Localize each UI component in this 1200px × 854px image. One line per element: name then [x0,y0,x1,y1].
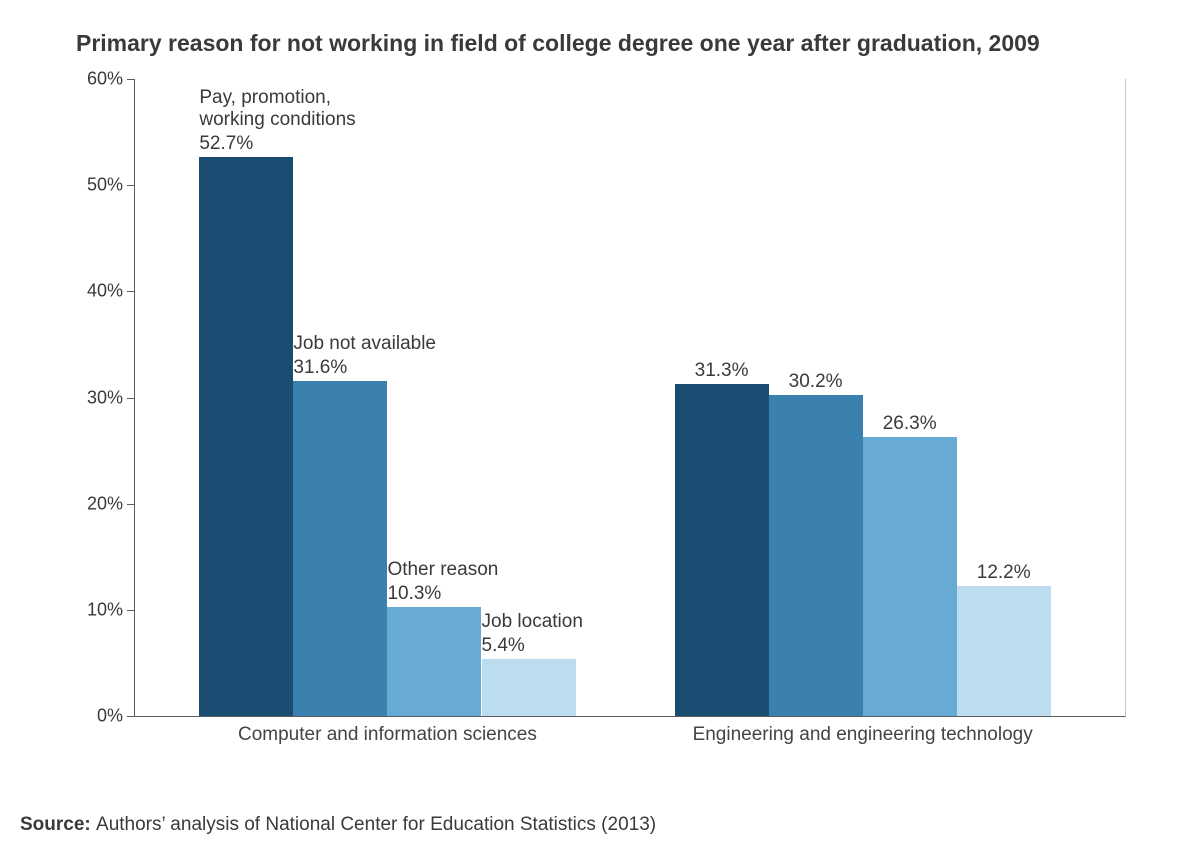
chart-title: Primary reason for not working in field … [76,30,1180,57]
plot-wrap: Share of those not working in field of c… [76,67,1126,757]
source-text: Authors’ analysis of National Center for… [96,814,656,835]
bar-label: 30.2% [789,369,843,395]
page: Primary reason for not working in field … [0,0,1200,854]
y-tick-label: 20% [87,493,123,514]
bar-series-name: Job not available [293,333,436,355]
bar: Other reason10.3% [387,607,481,716]
bar-label: 26.3% [883,411,937,437]
bar-label: 12.2% [977,560,1031,586]
x-category-label: Computer and information sciences [238,724,537,746]
bar-label: Other reason10.3% [387,559,498,607]
source-prefix: Source: [20,814,96,835]
bar: 30.2% [769,395,863,716]
source-line: Source: Authors’ analysis of National Ce… [20,814,656,836]
y-tick [127,504,135,505]
bar-series-name: Pay, promotion, [199,87,355,109]
bar: 31.3% [675,384,769,716]
y-tick [127,398,135,399]
y-tick-label: 30% [87,387,123,408]
x-category-label: Engineering and engineering technology [693,724,1033,746]
bar-series-name: Job location [482,611,583,633]
plot-area: 0%10%20%30%40%50%60%Pay, promotion,worki… [134,79,1126,717]
bar-value: 52.7% [199,133,355,155]
bar-label: Job location5.4% [482,611,583,659]
y-tick [127,291,135,292]
y-tick-label: 0% [97,706,123,727]
bar-label: 31.3% [695,358,749,384]
bar-series-name: working conditions [199,109,355,131]
y-tick [127,79,135,80]
bar-value: 10.3% [387,583,498,605]
bar-value: 31.6% [293,357,436,379]
bar-value: 26.3% [883,413,937,435]
bar: 12.2% [957,586,1051,716]
bar-label: Job not available31.6% [293,333,436,381]
bar: Pay, promotion,working conditions52.7% [199,157,293,716]
bar-series-name: Other reason [387,559,498,581]
bar-value: 31.3% [695,360,749,382]
y-tick-label: 40% [87,281,123,302]
bar: Job location5.4% [482,659,576,716]
bar-value: 5.4% [482,635,583,657]
bar: Job not available31.6% [293,381,387,716]
bar-label: Pay, promotion,working conditions52.7% [199,87,355,157]
y-tick-label: 60% [87,69,123,90]
y-tick [127,716,135,717]
y-tick-label: 50% [87,175,123,196]
bar-value: 30.2% [789,371,843,393]
bar: 26.3% [863,437,957,716]
y-tick-label: 10% [87,599,123,620]
y-tick [127,185,135,186]
y-tick [127,610,135,611]
bar-value: 12.2% [977,562,1031,584]
